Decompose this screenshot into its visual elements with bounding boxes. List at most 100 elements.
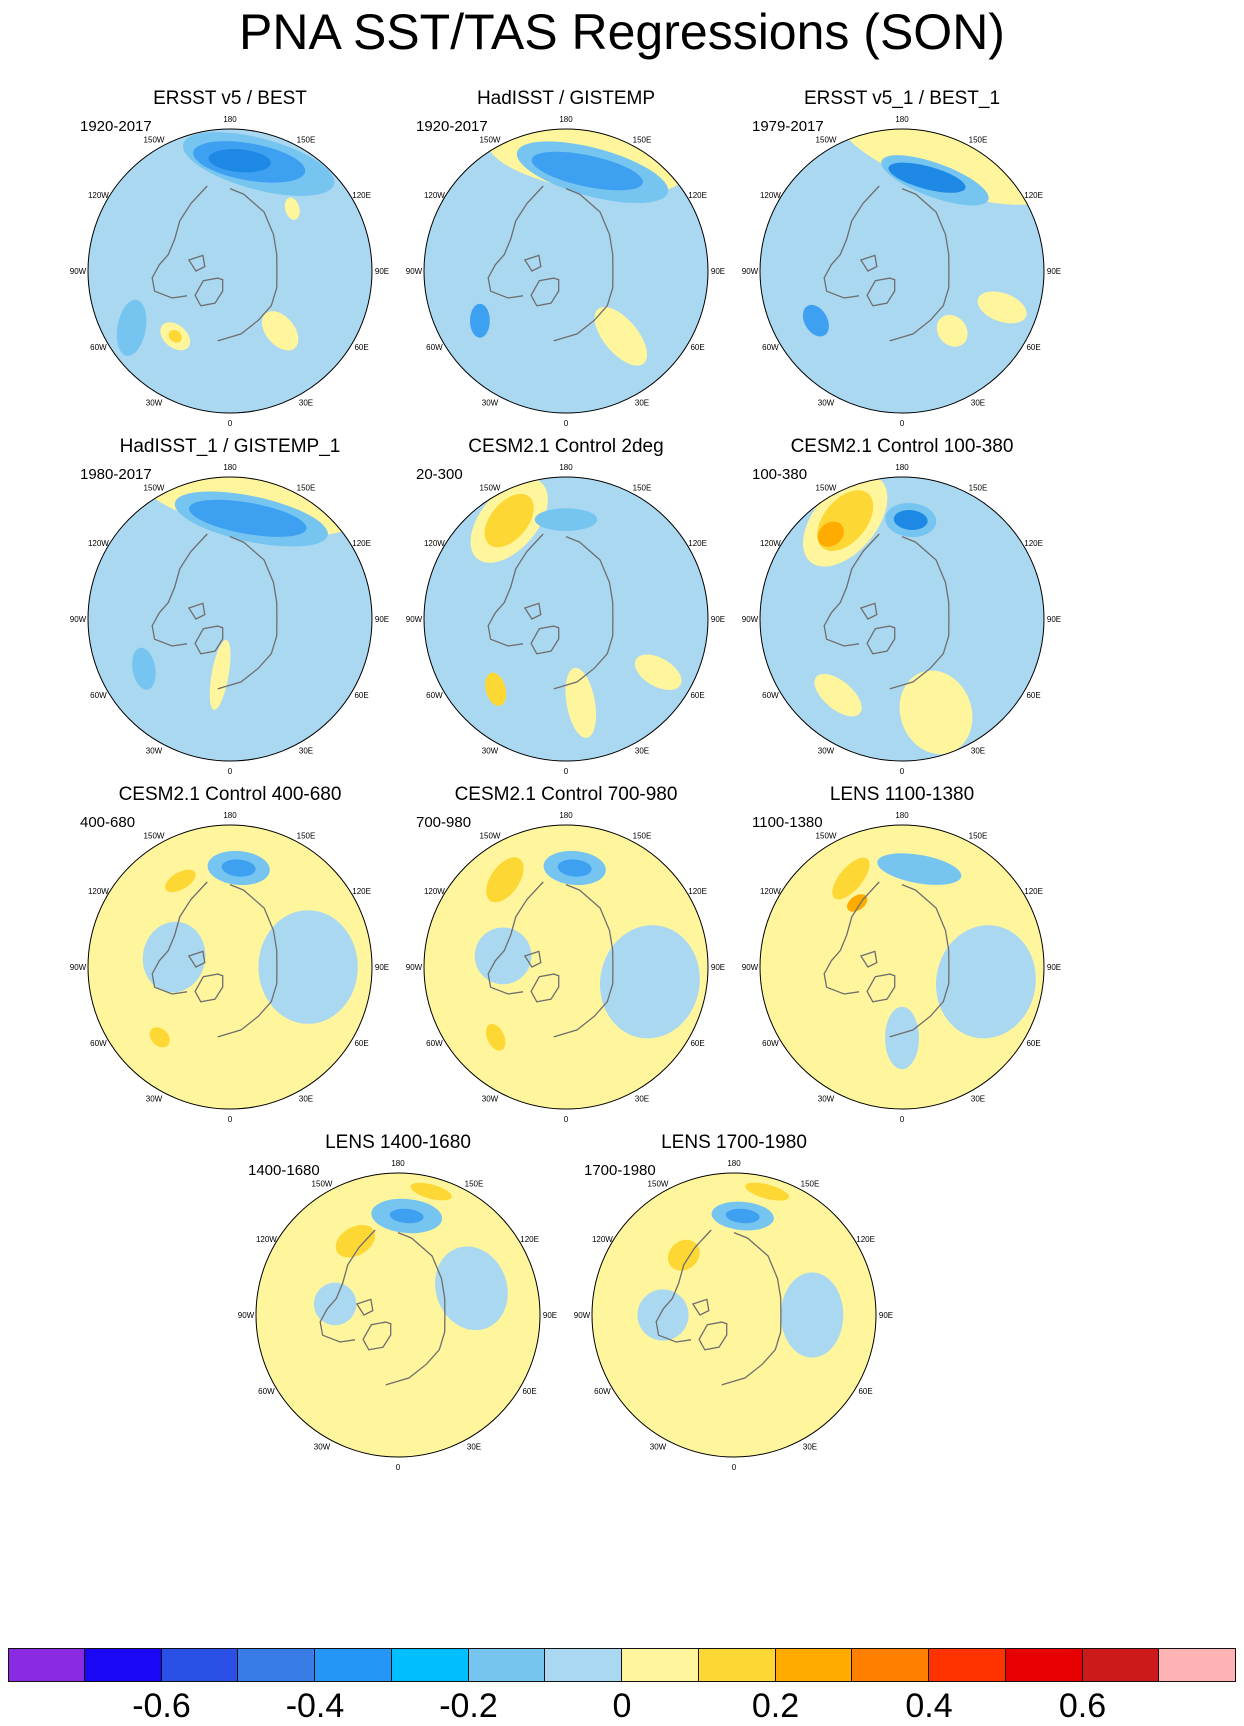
longitude-label: 60E xyxy=(354,1039,368,1048)
polar-map: 180 150E 120E 90E 60E 30E 0 30W 60W 90W 120W 150W xyxy=(406,811,725,1124)
longitude-label: 0 xyxy=(564,1115,569,1124)
anomaly-contour xyxy=(888,162,966,193)
longitude-label: 150W xyxy=(480,483,501,492)
longitude-label: 90W xyxy=(574,1311,591,1320)
map-panel: LENS 1700-1980 1700-1980 180 150E 120E 90E 60E… xyxy=(554,1132,914,1512)
longitude-label: 150E xyxy=(633,831,652,840)
longitude-label: 120W xyxy=(760,539,781,548)
anomaly-contour xyxy=(168,329,182,343)
anomaly-contour xyxy=(132,647,156,690)
anomaly-contour xyxy=(667,1239,700,1271)
polar-map: 180 150E 120E 90E 60E 30E 0 30W 60W 90W 120W 150W xyxy=(574,1159,893,1472)
panel-period-label: 1920-2017 xyxy=(416,118,488,135)
longitude-label: 120E xyxy=(520,1235,539,1244)
longitude-label: 30E xyxy=(299,1095,313,1104)
longitude-label: 30E xyxy=(971,747,985,756)
coastline-greenland xyxy=(362,1321,392,1351)
coastlines xyxy=(487,185,614,342)
longitude-label: 180 xyxy=(391,1159,405,1168)
colorbar-tick-label: 0.4 xyxy=(905,1687,953,1725)
coastline-eurasia xyxy=(553,187,614,342)
anomaly-contour xyxy=(149,1027,170,1048)
colorbar-swatch xyxy=(8,1648,85,1682)
longitude-label: 120W xyxy=(424,191,445,200)
anomaly-contour xyxy=(142,921,206,993)
longitude-label: 90W xyxy=(70,615,87,624)
colorbar-swatch xyxy=(1159,1648,1236,1682)
anomaly-contour xyxy=(389,1208,424,1224)
longitude-label: 90E xyxy=(1047,615,1061,624)
longitude-label: 30E xyxy=(803,1443,817,1452)
longitude-label: 90W xyxy=(406,615,423,624)
longitude-label: 90E xyxy=(375,963,389,972)
longitude-label: 150W xyxy=(480,831,501,840)
colorbar-tick-label: -0.4 xyxy=(285,1687,345,1725)
longitude-label: 180 xyxy=(895,463,909,472)
longitude-label: 150W xyxy=(480,135,501,144)
anomaly-contour xyxy=(262,311,299,351)
longitude-label: 150E xyxy=(969,831,988,840)
coastlines xyxy=(487,533,614,690)
map-background xyxy=(760,825,1044,1109)
longitude-label: 90W xyxy=(742,615,759,624)
longitude-label: 150W xyxy=(144,135,165,144)
panel-title: CESM2.1 Control 2deg xyxy=(468,436,664,457)
coastlines xyxy=(487,881,614,1038)
longitude-label: 30W xyxy=(818,1095,835,1104)
anomaly-contour xyxy=(599,925,700,1039)
longitude-label: 60W xyxy=(762,691,779,700)
longitude-label: 150W xyxy=(816,483,837,492)
anomaly-contour xyxy=(335,1224,376,1258)
coastline-north-america xyxy=(487,185,544,299)
longitude-label: 60W xyxy=(426,1039,443,1048)
panel-title: CESM2.1 Control 100-380 xyxy=(790,436,1014,457)
longitude-label: 120E xyxy=(688,191,707,200)
anomaly-contour xyxy=(209,639,231,710)
longitude-label: 30W xyxy=(146,747,163,756)
longitude-label: 180 xyxy=(559,115,573,124)
longitude-label: 90W xyxy=(70,963,87,972)
longitude-label: 180 xyxy=(559,463,573,472)
map-panel: ERSST v5_1 / BEST_1 1979-2017 180 150E 120E 9… xyxy=(722,88,1082,468)
colorbar-swatch xyxy=(84,1648,162,1682)
longitude-label: 0 xyxy=(396,1463,401,1472)
longitude-label: 90E xyxy=(711,615,725,624)
longitude-label: 180 xyxy=(223,115,237,124)
anomaly-contour xyxy=(485,1023,506,1051)
longitude-label: 120W xyxy=(592,1235,613,1244)
longitude-label: 30E xyxy=(299,399,313,408)
longitude-label: 120W xyxy=(760,191,781,200)
longitude-label: 120E xyxy=(352,191,371,200)
longitude-label: 150E xyxy=(969,483,988,492)
longitude-label: 60W xyxy=(90,691,107,700)
longitude-label: 60E xyxy=(858,1387,872,1396)
coastline-eurasia xyxy=(721,1231,782,1386)
colorbar-swatch xyxy=(545,1648,622,1682)
anomaly-contour xyxy=(221,859,256,877)
longitude-label: 60E xyxy=(1026,691,1040,700)
longitude-label: 150W xyxy=(144,831,165,840)
coastline-north-america xyxy=(823,533,880,647)
anomaly-contour xyxy=(434,1246,508,1331)
globe-outline xyxy=(423,128,709,414)
longitude-label: 150E xyxy=(465,1179,484,1188)
longitude-label: 90E xyxy=(711,963,725,972)
coastline-north-america xyxy=(151,533,208,647)
longitude-label: 150E xyxy=(801,1179,820,1188)
coastline-greenland xyxy=(866,625,896,655)
anomaly-contour xyxy=(565,667,597,738)
longitude-label: 30E xyxy=(971,1095,985,1104)
coastline-arctic-islands xyxy=(187,950,206,968)
longitude-label: 60E xyxy=(1026,343,1040,352)
coastline-arctic-islands xyxy=(523,254,542,272)
coastline-eurasia xyxy=(889,883,950,1038)
longitude-label: 30E xyxy=(635,399,649,408)
anomaly-contour xyxy=(977,291,1027,324)
coastline-greenland xyxy=(698,1321,728,1351)
longitude-label: 180 xyxy=(559,811,573,820)
longitude-label: 60W xyxy=(90,343,107,352)
longitude-label: 0 xyxy=(228,767,233,776)
anomaly-contour xyxy=(817,521,844,547)
longitude-label: 0 xyxy=(900,767,905,776)
coastline-arctic-islands xyxy=(523,602,542,620)
